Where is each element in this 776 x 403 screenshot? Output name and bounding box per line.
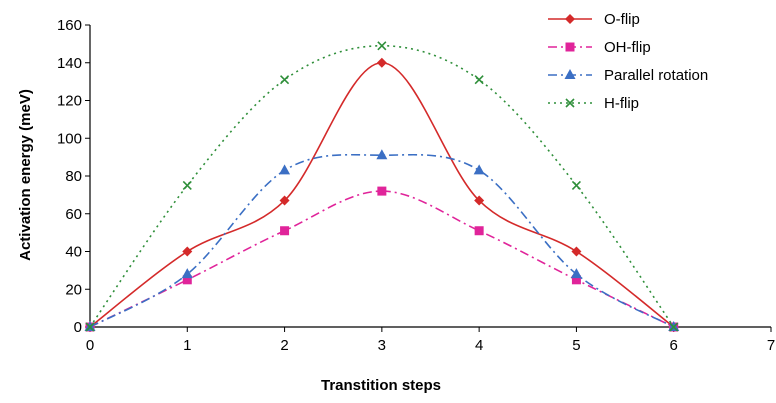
data-point [474,226,484,236]
data-point [571,275,581,285]
data-point [571,246,582,257]
x-tick-label: 5 [572,337,580,354]
data-point [474,195,485,206]
series-parallel-rotation [84,149,680,331]
legend-marker [565,14,575,24]
data-point [182,275,192,285]
legend-label: H-flip [604,95,639,112]
legend-item-h-flip: H-flip [548,95,639,112]
x-tick-label: 6 [670,337,678,354]
legend-label: OH-flip [604,39,651,56]
y-tick-label: 60 [65,206,82,223]
series-layer [84,41,680,332]
legend-item-oh-flip: OH-flip [548,39,651,56]
x-tick-label: 2 [280,337,288,354]
y-tick-label: 80 [65,168,82,185]
y-tick-label: 140 [57,55,82,72]
data-point [474,75,484,85]
data-point [669,322,679,332]
data-point [181,268,193,279]
y-axis-title: Activation energy (meV) [17,89,34,261]
data-point [376,57,387,68]
data-point [376,149,388,160]
data-point [280,226,290,236]
legend-label: O-flip [604,11,640,28]
data-point [377,41,387,51]
y-tick-label: 100 [57,130,82,147]
data-point [85,322,95,332]
data-point [377,186,387,196]
data-point [279,164,291,175]
x-tick-label: 4 [475,337,483,354]
series-line-parallel-rotation [89,153,675,328]
legend-item-parallel-rotation: Parallel rotation [548,67,708,84]
data-point [571,180,581,191]
legend-label: Parallel rotation [604,67,708,84]
y-tick-label: 20 [65,281,82,298]
data-point [182,246,193,257]
x-tick-label: 0 [86,337,94,354]
series-oh-flip [85,186,679,332]
y-tick-label: 120 [57,93,82,110]
axes: 0 20 40 60 80 100 120 140 160 0 1 2 3 4 5 6 7 [57,17,775,354]
legend-marker [564,69,576,79]
data-point [279,195,290,206]
y-tick-label: 0 [74,319,82,336]
legend-marker [565,98,575,108]
legend-item-o-flip: O-flip [548,11,640,28]
data-point [570,268,582,279]
data-point [182,180,192,191]
legend: O-flip OH-flip Parallel rotation H-flip [548,11,708,112]
x-axis-title: Transtition steps [321,377,441,394]
series-h-flip [85,41,679,332]
data-point [473,164,485,175]
x-tick-label: 7 [767,337,775,354]
data-point [280,75,290,85]
x-tick-label: 3 [378,337,386,354]
y-tick-label: 160 [57,17,82,34]
y-tick-label: 40 [65,244,82,261]
x-tick-label: 1 [183,337,191,354]
legend-marker [565,42,575,52]
